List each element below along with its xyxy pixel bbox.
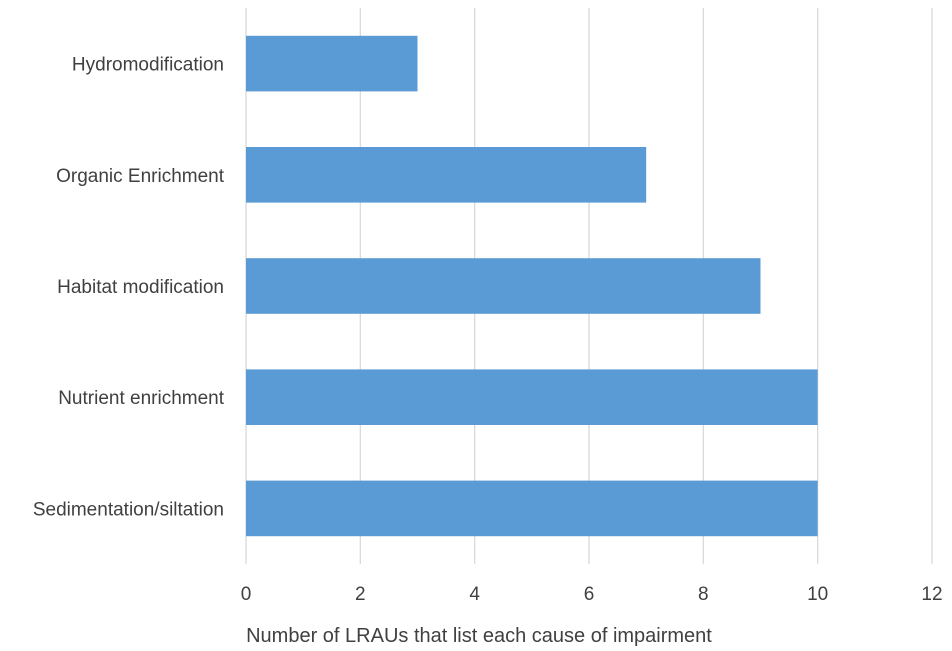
bars xyxy=(246,35,818,537)
bar xyxy=(246,369,818,425)
x-tick-labels: 0 2 4 6 8 10 12 xyxy=(241,584,943,605)
x-tick-label: 0 xyxy=(241,584,252,605)
category-label: Habitat modification xyxy=(57,277,224,298)
category-label: Organic Enrichment xyxy=(56,166,225,187)
bar xyxy=(246,258,761,314)
x-tick-label: 8 xyxy=(698,584,709,605)
x-tick-label: 12 xyxy=(921,584,942,605)
x-tick-label: 10 xyxy=(807,584,828,605)
category-label: Nutrient enrichment xyxy=(58,388,225,409)
bar xyxy=(246,480,818,537)
x-axis-title: Number of LRAUs that list each cause of … xyxy=(246,625,712,647)
category-label: Sedimentation/siltation xyxy=(33,499,224,520)
category-labels: Hydromodification Organic Enrichment Habit… xyxy=(33,55,225,521)
bar xyxy=(246,147,647,203)
x-tick-label: 6 xyxy=(584,584,595,605)
x-tick-label: 4 xyxy=(469,584,480,605)
bar xyxy=(246,35,418,92)
category-label: Hydromodification xyxy=(72,55,224,76)
x-tick-label: 2 xyxy=(355,584,366,605)
